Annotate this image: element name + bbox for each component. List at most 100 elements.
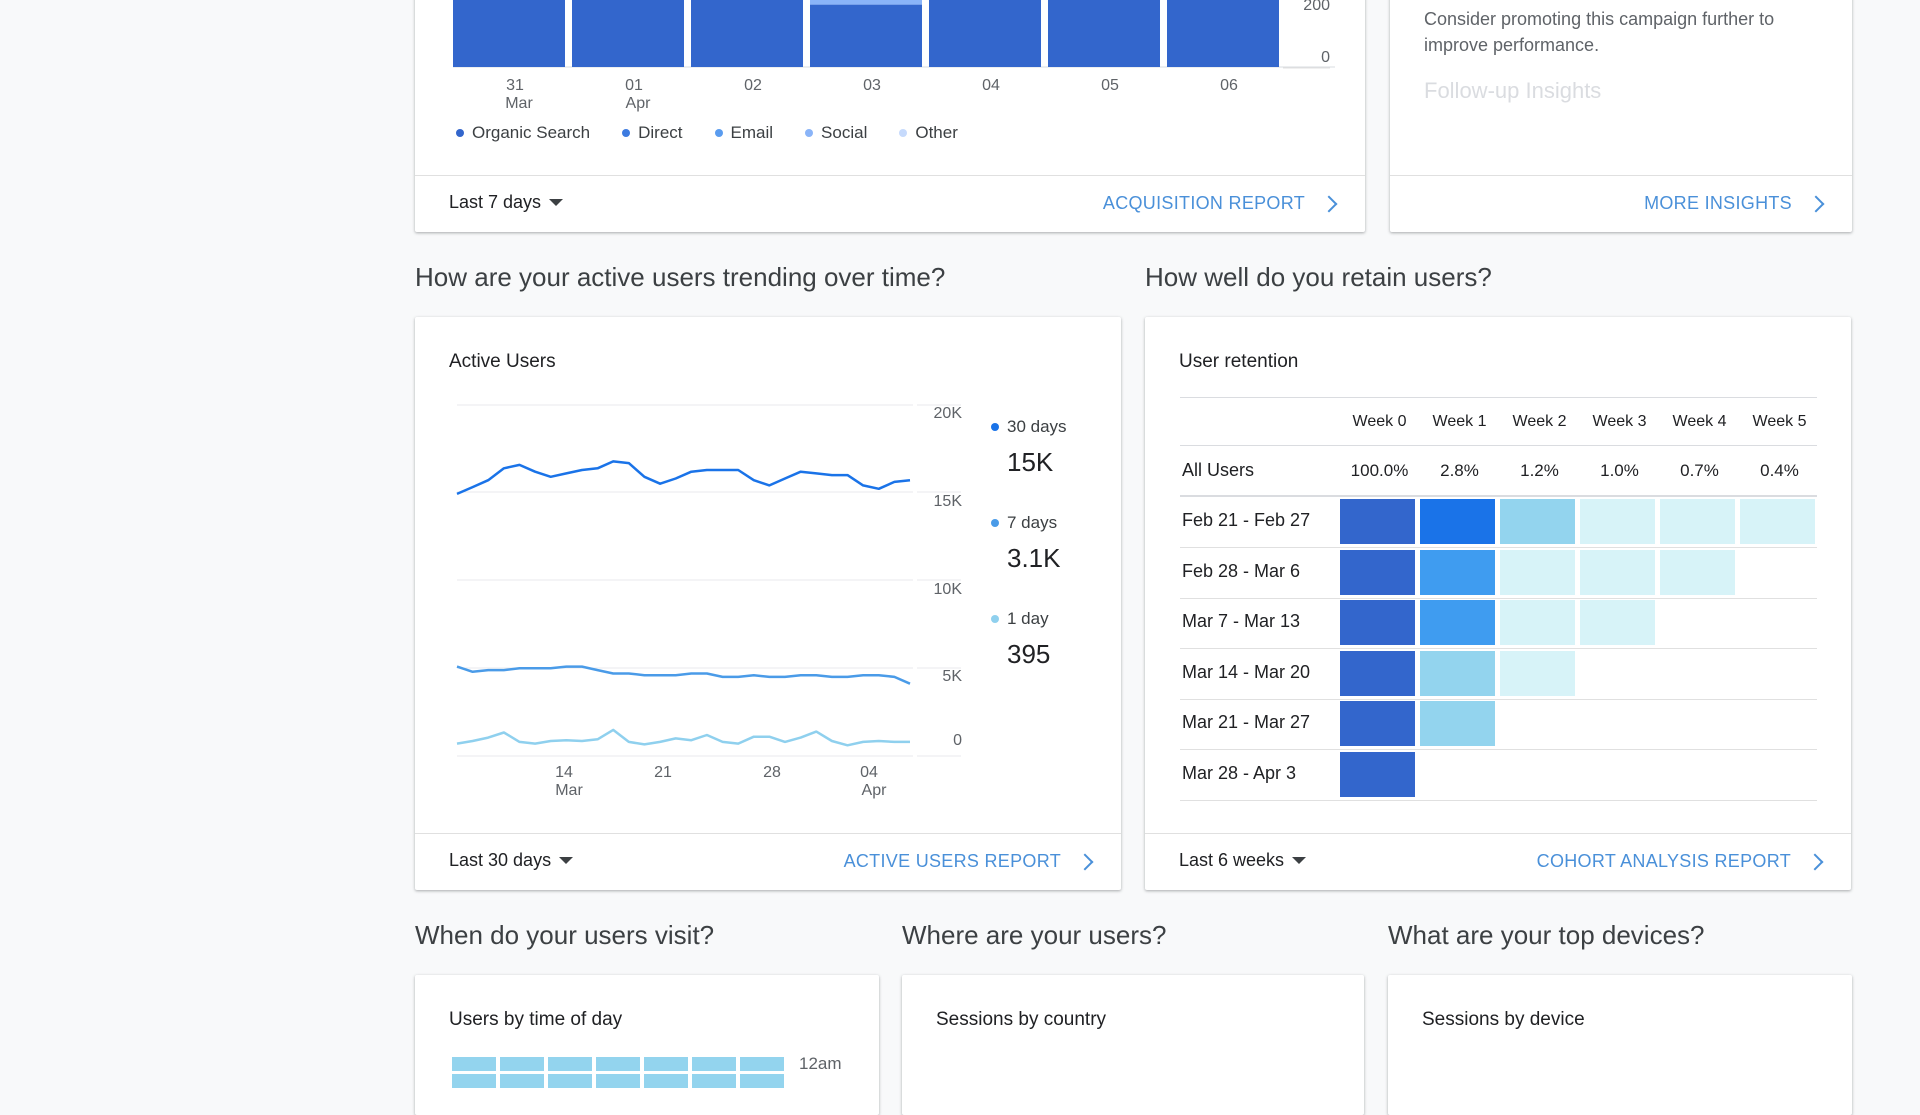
date-range-select[interactable]: Last 7 days — [449, 192, 564, 213]
heatmap-cell — [692, 1074, 736, 1088]
row-divider — [1180, 749, 1817, 750]
cohort-report-link[interactable]: COHORT ANALYSIS REPORT — [1536, 851, 1824, 872]
retention-cell — [1580, 549, 1655, 595]
heatmap-cell — [740, 1057, 784, 1071]
heatmap-cell — [644, 1057, 688, 1071]
cohort-label: Mar 28 - Apr 3 — [1182, 762, 1297, 783]
legend-entry: 1 day 395 — [991, 609, 1050, 670]
country-card: Sessions by country — [902, 975, 1364, 1115]
more-insights-link[interactable]: MORE INSIGHTS — [1644, 193, 1825, 214]
more-insights-label: MORE INSIGHTS — [1644, 193, 1792, 213]
date-range-label: Last 6 weeks — [1179, 850, 1285, 870]
cohort-label: Mar 21 - Mar 27 — [1182, 712, 1311, 732]
legend-label-row: 1 day — [991, 609, 1050, 629]
row-divider — [1180, 648, 1817, 649]
cohort-label: Feb 28 - Mar 6 — [1182, 560, 1301, 581]
legend-item: Social — [805, 123, 867, 143]
row-divider — [1180, 799, 1817, 801]
time-of-day-tick: 12am — [799, 1054, 842, 1073]
active-users-title: Active Users — [449, 351, 556, 372]
chevron-right-icon — [1076, 853, 1094, 870]
heatmap-cell — [452, 1074, 496, 1088]
row-divider — [1180, 698, 1817, 700]
x-tick-label: 02 — [744, 77, 762, 94]
divider — [1180, 397, 1817, 398]
legend-value: 3.1K — [1007, 543, 1061, 573]
device-title: Sessions by device — [1422, 1009, 1585, 1030]
active-users-footer: Last 30 days ACTIVE USERS REPORT — [415, 833, 1121, 890]
all-users-value: 1.2% — [1520, 461, 1559, 480]
x-tick-label: 21 — [654, 764, 672, 781]
retention-cell — [1420, 650, 1495, 696]
cohort-label: Mar 14 - Mar 20 — [1182, 661, 1311, 682]
date-range-select[interactable]: Last 30 days — [449, 850, 574, 871]
y-tick-label: 5K — [942, 668, 962, 685]
insights-footer: MORE INSIGHTS — [1390, 175, 1852, 232]
all-users-label: All Users — [1182, 460, 1255, 480]
date-range-label: Last 30 days — [449, 850, 552, 870]
date-range-label: Last 7 days — [449, 192, 542, 212]
legend-dot-icon — [622, 129, 631, 137]
cohort-report-label: COHORT ANALYSIS REPORT — [1536, 851, 1791, 871]
series-line-30-days — [456, 460, 911, 496]
retention-table: Week 0 Week 1 Week 2 Week 3 Week 4 Week 5 All … — [1180, 397, 1817, 817]
country-title: Sessions by country — [936, 1009, 1107, 1030]
device-card: Sessions by device — [1388, 975, 1852, 1115]
caret-down-icon — [549, 199, 564, 206]
heatmap-cell — [644, 1074, 688, 1088]
cohort-label: Mar 7 - Mar 13 — [1182, 611, 1301, 631]
acquisition-legend: Organic Search Direct Email Social Other — [456, 123, 958, 143]
chevron-right-icon — [1807, 195, 1825, 212]
retention-cell — [1500, 650, 1575, 696]
all-users-value: 0.7% — [1680, 461, 1719, 480]
legend-value: 15K — [1007, 447, 1054, 477]
y-tick-label: 10K — [934, 581, 963, 598]
y-tick-label: 15K — [934, 493, 963, 510]
bar-organic-search — [929, 0, 1041, 67]
x-tick-label: 14 — [555, 764, 573, 781]
date-range-select[interactable]: Last 6 weeks — [1179, 850, 1307, 871]
week-header: Week 0 — [1352, 413, 1407, 430]
heatmap-cell — [596, 1057, 640, 1071]
legend-dot-icon — [805, 129, 814, 137]
heatmap-cell — [500, 1074, 544, 1088]
x-tick-label: 04 — [982, 77, 1000, 94]
y-tick-label: 0 — [1321, 49, 1330, 66]
heatmap-cell — [596, 1074, 640, 1088]
retention-cell — [1420, 600, 1495, 645]
x-tick-label: 03 — [863, 77, 881, 94]
all-users-value: 2.8% — [1440, 461, 1479, 480]
x-tick-label: 05 — [1101, 77, 1119, 94]
retention-title: User retention — [1179, 351, 1299, 372]
retention-cell — [1420, 499, 1495, 544]
retention-cell — [1340, 499, 1415, 544]
insight-text: Consider promoting this campaign further… — [1424, 9, 1775, 55]
retention-cell — [1420, 549, 1495, 595]
bar-organic-search — [453, 0, 565, 67]
retention-cell — [1340, 549, 1415, 595]
active-users-report-label: ACTIVE USERS REPORT — [843, 851, 1061, 871]
retention-cell — [1740, 499, 1815, 544]
retention-cell — [1340, 751, 1415, 797]
x-tick-label: 06 — [1220, 77, 1238, 94]
week-header: Week 5 — [1752, 413, 1807, 430]
legend-label: Other — [915, 123, 958, 142]
acquisition-report-link[interactable]: ACQUISITION REPORT — [1103, 193, 1338, 214]
retention-cell — [1660, 549, 1735, 595]
legend-dot-icon — [899, 129, 908, 137]
where-question: Where are your users? — [902, 920, 1167, 950]
y-tick-label: 20K — [934, 405, 963, 422]
heatmap-cell — [500, 1057, 544, 1071]
legend-entry: 30 days 15K — [991, 417, 1067, 478]
legend-label-row: 7 days — [991, 513, 1061, 533]
legend-label: 1 day — [1007, 609, 1049, 628]
cohort-label: Feb 21 - Feb 27 — [1182, 510, 1311, 530]
active-users-report-link[interactable]: ACTIVE USERS REPORT — [843, 851, 1094, 872]
divider — [1180, 495, 1817, 497]
caret-down-icon — [559, 857, 574, 864]
legend-entry: 7 days 3.1K — [991, 513, 1061, 574]
divider — [1180, 445, 1817, 446]
x-tick-month: Apr — [862, 782, 888, 799]
